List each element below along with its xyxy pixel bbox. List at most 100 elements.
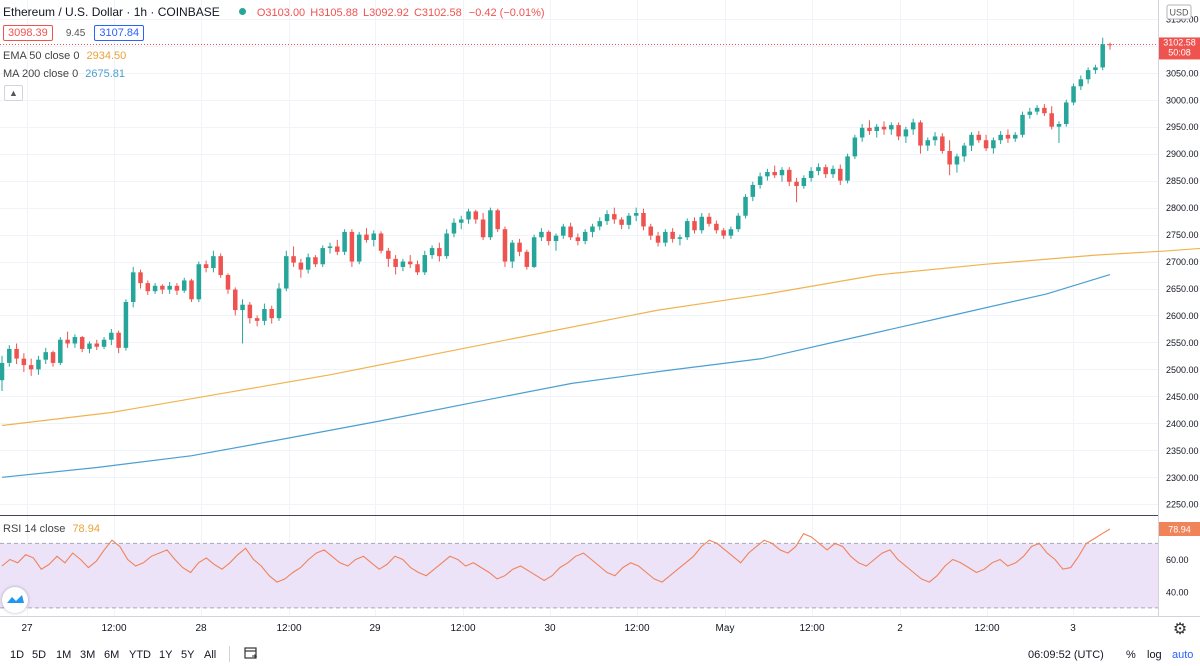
candle-body xyxy=(787,169,792,182)
symbol-header[interactable]: Ethereum / U.S. Dollar · 1h · COINBASE O… xyxy=(3,5,549,19)
timeframe-button[interactable]: 3M xyxy=(80,649,96,661)
time-tick-label: May xyxy=(716,623,735,634)
timeframe-button[interactable]: 5D xyxy=(32,649,47,661)
ma200-line xyxy=(1,274,1111,478)
candle-body xyxy=(750,184,756,197)
price-tick-label: 2550.00 xyxy=(1166,338,1199,348)
candle-body xyxy=(721,230,726,236)
ask-price[interactable]: 3107.84 xyxy=(94,25,145,41)
candle-body xyxy=(378,233,384,251)
candle-body xyxy=(305,257,311,270)
chart-canvas[interactable]: 3150.003050.003000.002950.002900.002850.… xyxy=(0,0,1200,643)
rsi-tick-label: 60.00 xyxy=(1166,555,1189,565)
timeframe-button[interactable]: 1Y xyxy=(159,649,173,661)
timeframe-button[interactable]: YTD xyxy=(129,649,151,661)
candle-body xyxy=(896,125,901,137)
ohlc-change: −0.42 (−0.01%) xyxy=(468,7,545,19)
rsi-line xyxy=(1,528,1111,583)
candle-body xyxy=(1049,113,1054,127)
candle-body xyxy=(327,246,333,249)
price-tick-label: 2800.00 xyxy=(1166,203,1199,213)
timeframe-button[interactable]: 6M xyxy=(104,649,120,661)
candle-body xyxy=(254,318,260,321)
date-range-icon[interactable] xyxy=(243,645,259,661)
candle-body xyxy=(699,216,705,231)
timeframe-button[interactable]: 5Y xyxy=(181,649,195,661)
candle-body xyxy=(568,226,573,238)
candle-body xyxy=(458,219,464,223)
time-tick-label: 12:00 xyxy=(101,623,126,634)
log-scale-toggle[interactable]: log xyxy=(1147,649,1162,661)
candle-body xyxy=(502,229,508,262)
time-tick-label: 12:00 xyxy=(799,623,824,634)
bid-ask-row: 3098.39 9.45 3107.84 xyxy=(3,25,148,41)
time-tick-label: 29 xyxy=(369,623,381,634)
candle-body xyxy=(1093,67,1098,71)
candle-body xyxy=(779,169,785,176)
price-axis-ticks[interactable]: 3150.003050.003000.002950.002900.002850.… xyxy=(1166,14,1199,509)
candle-body xyxy=(320,248,325,265)
last-price-value: 3102.58 xyxy=(1163,37,1196,47)
candle-body xyxy=(867,127,872,132)
candle-body xyxy=(407,261,413,265)
candle-body xyxy=(87,343,92,349)
candle-body xyxy=(1012,134,1018,139)
candle-body xyxy=(881,126,887,130)
candle-body xyxy=(838,168,843,181)
candle-body xyxy=(845,156,850,181)
bar-countdown: 50:08 xyxy=(1168,47,1191,57)
settings-gear-icon[interactable]: ⚙ xyxy=(1172,621,1188,638)
candle-body xyxy=(72,337,78,344)
tradingview-logo[interactable] xyxy=(2,587,28,613)
time-tick-label: 28 xyxy=(195,623,207,634)
candle-body xyxy=(626,215,632,225)
candle-body xyxy=(393,258,398,267)
auto-scale-toggle[interactable]: auto xyxy=(1172,649,1194,661)
candle-body xyxy=(371,233,377,240)
bid-price[interactable]: 3098.39 xyxy=(3,25,53,41)
candle-body xyxy=(36,359,41,370)
utc-clock[interactable]: 06:09:52 (UTC) xyxy=(1028,649,1104,661)
candle-body xyxy=(852,137,858,157)
candle-body xyxy=(130,272,136,302)
time-tick-label: 12:00 xyxy=(974,623,999,634)
candle-body xyxy=(510,242,515,262)
candle-body xyxy=(429,248,435,256)
ma-legend[interactable]: MA 200 close 0 2675.81 xyxy=(3,68,129,80)
percent-scale-toggle[interactable]: % xyxy=(1126,649,1136,661)
price-tick-label: 2350.00 xyxy=(1166,446,1199,456)
candle-body xyxy=(604,214,610,222)
candle-body xyxy=(364,234,369,240)
rsi-tick-label: 40.00 xyxy=(1166,587,1189,597)
candle-body xyxy=(116,332,121,348)
candle-body xyxy=(874,126,879,132)
candle-body xyxy=(262,309,267,321)
candle-body xyxy=(633,213,639,216)
candle-body xyxy=(743,196,748,216)
candle-body xyxy=(298,262,304,270)
candle-body xyxy=(313,257,318,265)
candle-body xyxy=(152,285,158,292)
candle-body xyxy=(991,140,996,149)
candle-body xyxy=(181,280,187,291)
candle-body xyxy=(415,264,420,273)
timeframe-button[interactable]: 1D xyxy=(10,649,25,661)
time-axis-ticks[interactable]: 27 12:00 28 12:00 29 12:00 30 12:00 May 12:00 2 12:… xyxy=(21,623,1076,634)
timeframe-button[interactable]: All xyxy=(204,649,217,661)
candle-body xyxy=(284,256,289,289)
rsi-legend[interactable]: RSI 14 close 78.94 xyxy=(3,523,104,535)
candle-body xyxy=(524,251,530,267)
candle-body xyxy=(590,226,595,232)
candle-body xyxy=(961,145,967,157)
price-tick-label: 2750.00 xyxy=(1166,230,1199,240)
candle-body xyxy=(451,222,457,234)
candle-body xyxy=(655,235,661,243)
currency-badge[interactable]: USD xyxy=(1166,4,1192,20)
collapse-legend-button[interactable]: ▲ xyxy=(4,85,23,101)
ema-legend[interactable]: EMA 50 close 0 2934.50 xyxy=(3,50,130,62)
timeframe-button[interactable]: 1M xyxy=(56,649,72,661)
candle-body xyxy=(203,264,209,269)
candle-body xyxy=(14,348,19,359)
candle-body xyxy=(940,136,945,151)
symbol-title[interactable]: Ethereum / U.S. Dollar · 1h · COINBASE xyxy=(3,5,220,19)
